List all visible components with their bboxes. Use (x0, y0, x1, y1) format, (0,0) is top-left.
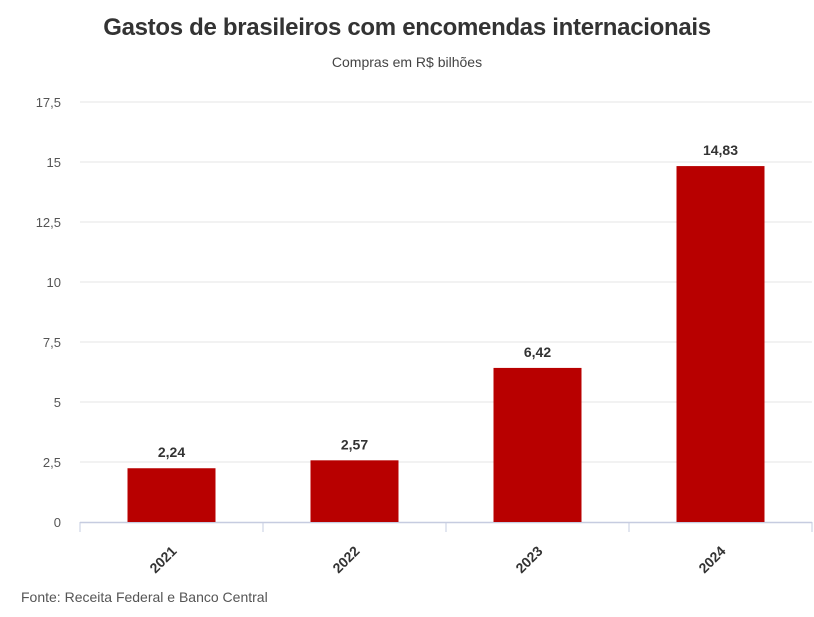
data-labels: 2,24 2,57 6,42 14,83 (158, 142, 738, 460)
x-tick-label: 2022 (329, 543, 362, 576)
bar-2024[interactable] (676, 166, 765, 522)
y-tick-label: 10 (47, 275, 61, 290)
bars (127, 166, 765, 522)
x-tick-label: 2021 (146, 543, 179, 576)
y-tick-label: 5 (54, 395, 61, 410)
bar-2023[interactable] (493, 367, 582, 522)
y-tick-label: 2,5 (43, 455, 61, 470)
y-tick-label: 0 (54, 515, 61, 530)
y-tick-label: 12,5 (36, 215, 61, 230)
data-label: 6,42 (524, 344, 551, 360)
data-label: 2,24 (158, 444, 185, 460)
chart-title: Gastos de brasileiros com encomendas int… (103, 14, 711, 41)
x-tick-label: 2024 (695, 543, 728, 576)
chart-subtitle: Compras em R$ bilhões (331, 54, 483, 70)
bar-2021[interactable] (127, 468, 216, 522)
source-note: Fonte: Receita Federal e Banco Central (21, 589, 268, 605)
bar-2022[interactable] (310, 460, 399, 522)
data-label: 14,83 (703, 142, 738, 158)
data-label: 2,57 (341, 436, 368, 452)
y-tick-label: 7,5 (43, 335, 61, 350)
y-tick-label: 15 (47, 155, 61, 170)
x-tick-label: 2023 (512, 543, 545, 576)
y-tick-label: 17,5 (36, 95, 61, 110)
